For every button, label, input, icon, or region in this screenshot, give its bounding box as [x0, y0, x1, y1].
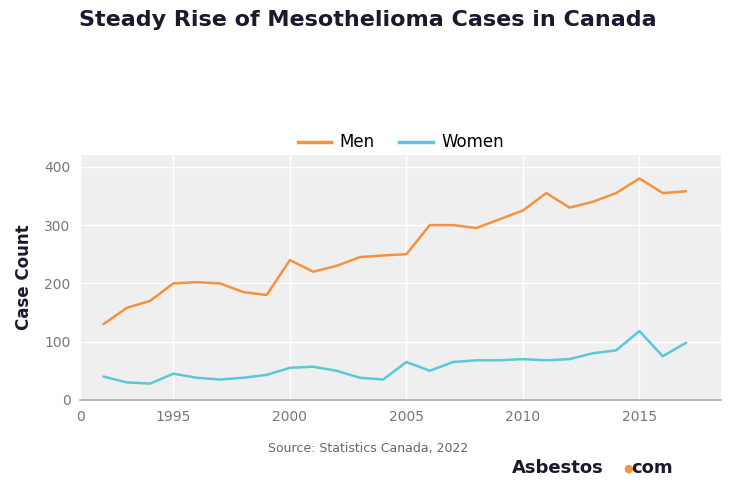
Men	[635, 175, 644, 181]
Men	[286, 257, 294, 263]
Women	[635, 328, 644, 334]
Men	[682, 188, 690, 194]
Men	[216, 281, 224, 286]
Men	[449, 222, 458, 228]
Text: Asbestos: Asbestos	[512, 459, 604, 477]
Women	[449, 359, 458, 365]
Text: Steady Rise of Mesothelioma Cases in Canada: Steady Rise of Mesothelioma Cases in Can…	[79, 10, 657, 29]
Legend: Men, Women: Men, Women	[291, 127, 510, 158]
Men	[519, 208, 528, 214]
Women	[99, 374, 108, 379]
Men	[192, 279, 201, 285]
Men	[146, 298, 155, 304]
Men	[309, 269, 318, 275]
Men	[169, 281, 178, 286]
Women	[355, 375, 364, 381]
Women	[262, 372, 271, 378]
Men	[355, 254, 364, 260]
Line: Women: Women	[104, 331, 686, 384]
Women	[169, 371, 178, 376]
Women	[495, 357, 504, 363]
Men	[495, 216, 504, 222]
Text: com: com	[631, 459, 673, 477]
Women	[402, 359, 411, 365]
Men	[472, 225, 481, 231]
Women	[588, 350, 597, 356]
Text: Source: Statistics Canada, 2022: Source: Statistics Canada, 2022	[268, 442, 468, 455]
Men	[658, 190, 667, 196]
Men	[542, 190, 551, 196]
Women	[332, 368, 341, 374]
Women	[239, 375, 248, 381]
Women	[682, 340, 690, 346]
Women	[192, 375, 201, 381]
Women	[565, 356, 574, 362]
Women	[286, 365, 294, 371]
Men	[565, 205, 574, 211]
Men	[262, 292, 271, 298]
Women	[612, 348, 620, 353]
Women	[216, 376, 224, 382]
Men	[332, 263, 341, 269]
Women	[122, 379, 131, 385]
Men	[379, 253, 388, 258]
Women	[519, 356, 528, 362]
Line: Men: Men	[104, 178, 686, 324]
Women	[309, 364, 318, 370]
Men	[402, 251, 411, 257]
Women	[425, 368, 434, 374]
Men	[425, 222, 434, 228]
Women	[542, 357, 551, 363]
Women	[379, 376, 388, 382]
Men	[239, 289, 248, 295]
Y-axis label: Case Count: Case Count	[15, 225, 33, 330]
Women	[658, 353, 667, 359]
Men	[612, 190, 620, 196]
Women	[472, 357, 481, 363]
Men	[588, 199, 597, 205]
Women	[146, 381, 155, 387]
Men	[122, 305, 131, 311]
Men	[99, 321, 108, 327]
Text: ●: ●	[623, 463, 633, 473]
